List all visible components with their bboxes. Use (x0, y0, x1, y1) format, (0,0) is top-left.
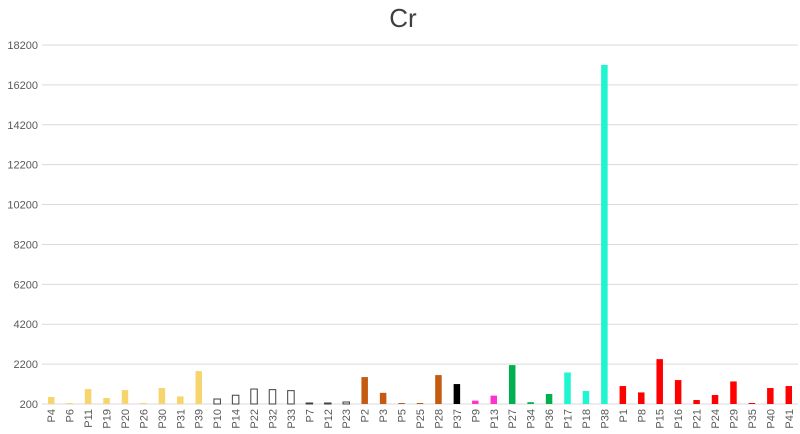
x-tick-label: P31 (175, 409, 187, 429)
bar-p28 (435, 375, 442, 404)
y-tick-label: 6200 (14, 279, 38, 291)
gridlines (42, 44, 798, 405)
bar-p18 (582, 391, 590, 404)
x-tick-label: P39 (194, 409, 206, 429)
x-tick-label: P2 (360, 409, 372, 422)
bar-p23 (342, 401, 350, 405)
bar-p25 (416, 403, 424, 404)
x-tick-label: P29 (728, 409, 740, 429)
bar-p5 (398, 403, 405, 404)
bar-p13 (490, 395, 498, 404)
bar-p40 (767, 388, 774, 404)
bar-p36 (545, 394, 553, 404)
bar-p29 (730, 381, 737, 404)
bar-p9 (472, 400, 479, 404)
x-tick-label: P24 (710, 409, 722, 429)
x-tick-label: P37 (452, 409, 464, 429)
chart-title: Cr (389, 3, 417, 33)
x-tick-label: P36 (544, 409, 556, 429)
bar-p11 (84, 389, 92, 404)
x-tick-label: P18 (581, 409, 593, 429)
x-tick-label: P32 (267, 409, 279, 429)
bar-p6 (66, 403, 73, 404)
x-tick-label: P21 (692, 409, 704, 429)
x-tick-label: P15 (655, 409, 667, 429)
bar-p12 (324, 402, 332, 405)
x-tick-label: P27 (507, 409, 519, 429)
y-tick-label: 14200 (7, 120, 38, 132)
y-tick-label: 200 (20, 399, 38, 411)
y-tick-label: 4200 (14, 319, 38, 331)
x-tick-label: P17 (563, 409, 575, 429)
y-axis: 200 2200 4200 6200 8200 10200 12200 14200 16200 1… (7, 40, 38, 411)
x-tick-label: P10 (212, 409, 224, 429)
bar-p30 (158, 388, 166, 404)
bar-p8 (638, 392, 645, 404)
x-tick-label: P19 (102, 409, 114, 429)
x-tick-label: P1 (618, 409, 630, 422)
x-tick-label: P28 (433, 409, 445, 429)
x-tick-label: P12 (323, 409, 335, 429)
y-tick-label: 16200 (7, 80, 38, 92)
bars (47, 64, 793, 405)
bar-p7 (305, 402, 314, 405)
bar-p3 (379, 392, 387, 404)
bar-p22 (250, 388, 258, 405)
bar-p10 (213, 398, 221, 405)
bar-p38 (601, 64, 608, 404)
x-tick-label: P13 (489, 409, 501, 429)
x-tick-label: P30 (157, 409, 169, 429)
bar-p35 (748, 403, 756, 404)
bar-p19 (103, 398, 110, 404)
y-tick-label: 2200 (14, 359, 38, 371)
x-tick-label: P40 (765, 409, 777, 429)
x-tick-label: P9 (470, 409, 482, 422)
x-tick-label: P5 (397, 409, 409, 422)
bar-p20 (121, 390, 129, 404)
bar-p21 (693, 400, 700, 404)
x-tick-label: P6 (65, 409, 77, 422)
bar-p24 (711, 395, 719, 404)
bar-p26 (140, 403, 147, 404)
x-tick-label: P34 (526, 409, 538, 429)
bar-p37 (453, 384, 461, 404)
bar-p16 (674, 380, 682, 404)
bar-p33 (287, 390, 295, 405)
x-tick-label: P4 (46, 409, 58, 422)
x-tick-label: P41 (784, 409, 796, 429)
y-tick-label: 18200 (7, 40, 38, 52)
x-tick-label: P8 (636, 409, 648, 422)
x-tick-label: P35 (747, 409, 759, 429)
x-tick-label: P26 (138, 409, 150, 429)
bar-p34 (527, 402, 534, 404)
y-tick-label: 12200 (7, 160, 38, 172)
x-tick-label: P3 (378, 409, 390, 422)
x-tick-label: P33 (286, 409, 298, 429)
y-tick-label: 8200 (14, 239, 38, 251)
x-axis: P4 P6 P11 P19 P20 P26 P30 P31 P39 P10 P14 P22 P32 P33… (46, 409, 796, 429)
bar-p15 (656, 359, 663, 404)
x-tick-label: P22 (249, 409, 261, 429)
x-tick-label: P11 (83, 409, 95, 428)
x-tick-label: P16 (673, 409, 685, 429)
x-tick-label: P14 (231, 409, 243, 429)
bar-p32 (268, 389, 277, 405)
x-tick-label: P7 (304, 409, 316, 422)
bar-p39 (195, 371, 202, 404)
x-tick-label: P23 (341, 409, 353, 429)
bar-p4 (47, 397, 55, 404)
bar-p41 (785, 386, 793, 404)
bar-p17 (564, 372, 571, 404)
x-tick-label: P20 (120, 409, 132, 429)
bar-p1 (619, 386, 627, 404)
x-tick-label: P25 (415, 409, 427, 429)
bar-p14 (231, 394, 240, 405)
y-tick-label: 10200 (7, 200, 38, 212)
bar-p27 (508, 365, 516, 404)
bar-p31 (177, 396, 184, 404)
bar-p2 (361, 377, 368, 404)
x-tick-label: P38 (599, 409, 611, 429)
